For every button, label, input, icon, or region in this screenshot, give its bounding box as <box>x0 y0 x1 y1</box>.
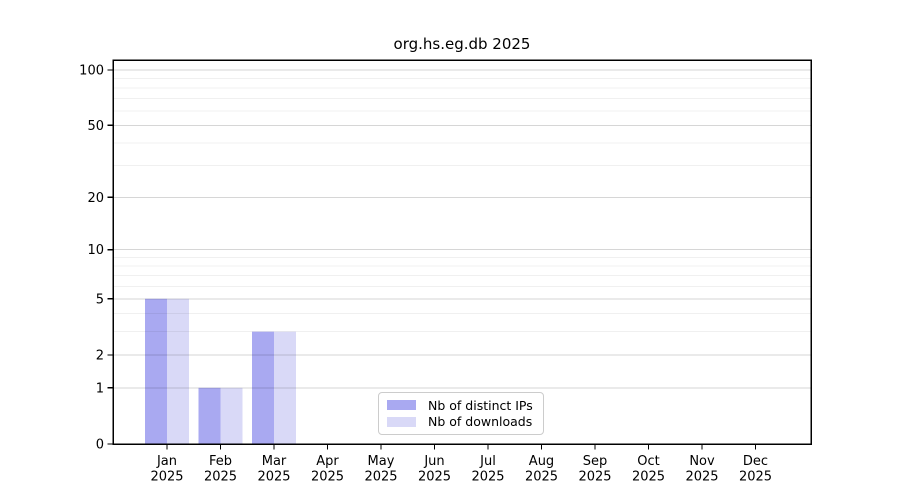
x-tick-month-label: Aug <box>529 454 554 469</box>
bar <box>252 331 274 444</box>
x-tick-month-label: Jun <box>423 454 444 469</box>
x-tick-month-label: May <box>368 454 395 469</box>
bar <box>145 298 167 444</box>
chart-title: org.hs.eg.db 2025 <box>393 35 531 53</box>
legend-swatch <box>387 416 416 427</box>
x-tick-year-label: 2025 <box>525 470 558 485</box>
x-tick-year-label: 2025 <box>311 470 344 485</box>
y-tick-label: 50 <box>87 119 104 134</box>
x-tick-year-label: 2025 <box>578 470 611 485</box>
x-tick-year-label: 2025 <box>739 470 772 485</box>
x-tick-month-label: Sep <box>583 454 608 469</box>
bar <box>167 298 189 444</box>
legend-label: Nb of downloads <box>428 414 533 430</box>
x-tick-month-label: Mar <box>262 454 287 469</box>
bar <box>274 331 296 444</box>
plot-border <box>112 59 812 445</box>
x-tick-year-label: 2025 <box>204 470 237 485</box>
x-tick-year-label: 2025 <box>418 470 451 485</box>
y-tick-label: 10 <box>87 243 104 258</box>
x-tick-year-label: 2025 <box>257 470 290 485</box>
y-tick-label: 100 <box>79 64 104 79</box>
legend: Nb of distinct IPs Nb of downloads <box>378 392 544 435</box>
y-tick-label: 5 <box>96 292 104 307</box>
x-tick-year-label: 2025 <box>471 470 504 485</box>
x-tick-month-label: Dec <box>743 454 768 469</box>
legend-label: Nb of distinct IPs <box>428 397 533 413</box>
legend-swatch <box>387 400 416 411</box>
y-tick-label: 2 <box>96 348 104 363</box>
x-tick-month-label: Apr <box>316 454 339 469</box>
bar <box>220 387 243 444</box>
x-tick-month-label: Feb <box>209 454 232 469</box>
legend-item: Nb of downloads <box>387 414 535 431</box>
y-tick-label: 0 <box>96 438 104 453</box>
x-tick-month-label: Oct <box>637 454 659 469</box>
y-tick-label: 20 <box>87 191 104 206</box>
x-tick-month-label: Jan <box>156 454 177 469</box>
x-tick-year-label: 2025 <box>632 470 665 485</box>
bar <box>198 387 221 444</box>
x-tick-year-label: 2025 <box>364 470 397 485</box>
x-tick-month-label: Nov <box>689 454 715 469</box>
y-tick-label: 1 <box>96 381 104 396</box>
x-tick-year-label: 2025 <box>150 470 183 485</box>
x-tick-year-label: 2025 <box>685 470 718 485</box>
legend-item: Nb of distinct IPs <box>387 397 535 414</box>
x-tick-month-label: Jul <box>479 454 496 469</box>
